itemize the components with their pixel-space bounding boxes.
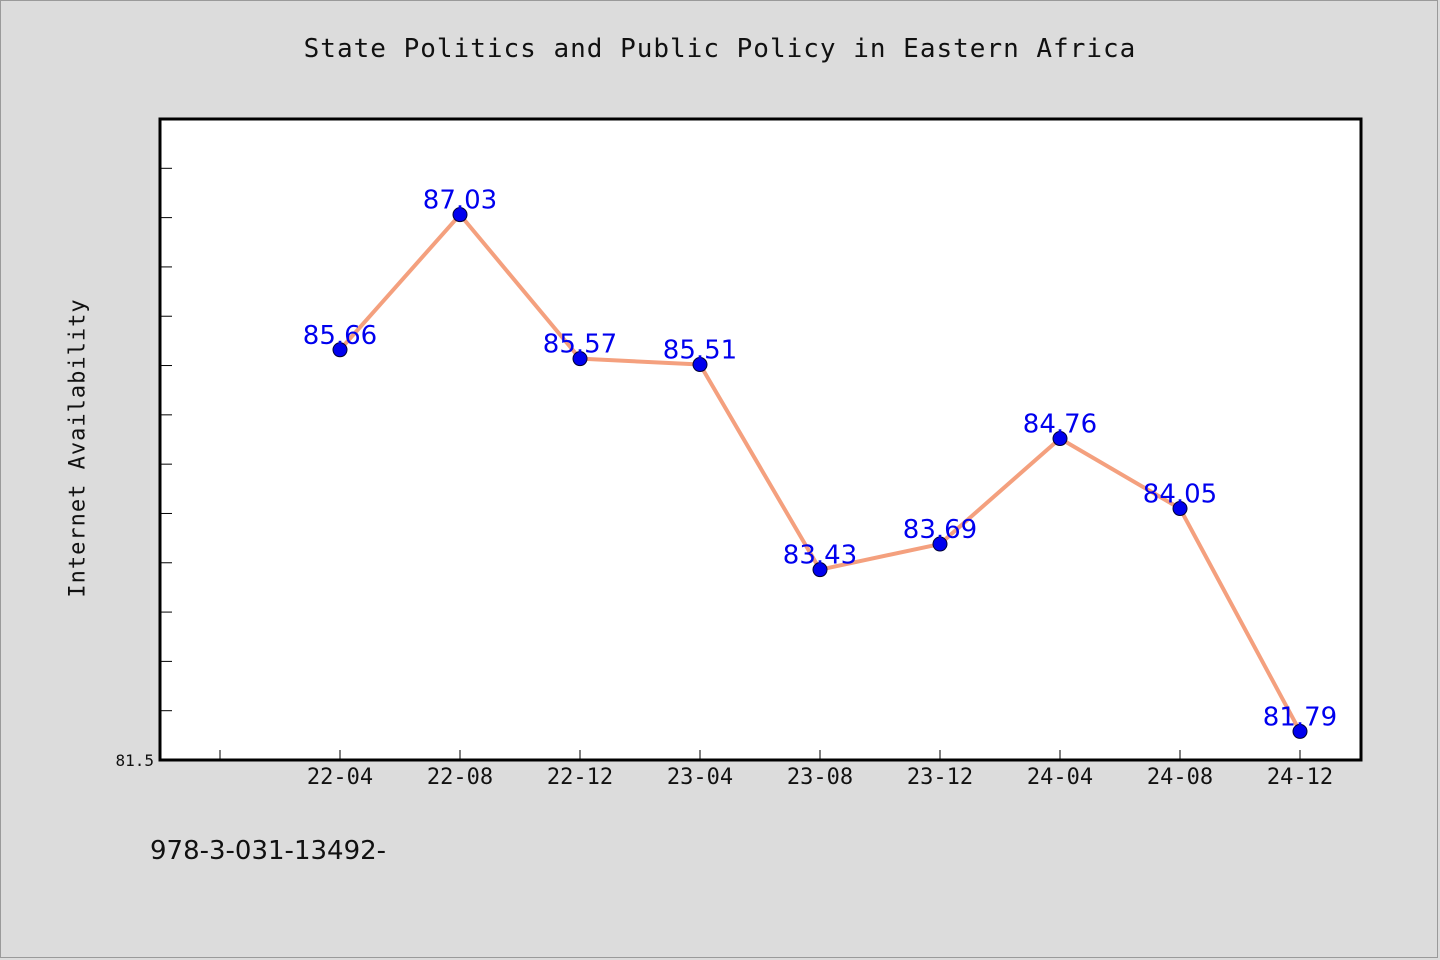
label-layer: 85.66 87.03 85.57 85.51 83.43 83.69 84.76 84.05…: [303, 186, 1337, 733]
x-tick-label: 22-04: [307, 765, 373, 790]
data-label: 87.03: [423, 186, 497, 216]
data-point: [572, 351, 588, 367]
x-tick-label: 23-08: [787, 765, 853, 790]
chart-title: State Politics and Public Policy in East…: [303, 34, 1137, 64]
x-tick-label: 23-04: [667, 765, 733, 790]
y-tick-label: 81.5: [115, 751, 154, 770]
x-tick-label: 24-04: [1027, 765, 1093, 790]
data-point: [812, 562, 828, 578]
plot-area: [158, 117, 1363, 762]
x-tick-label: 24-12: [1267, 765, 1333, 790]
data-label: 83.43: [783, 541, 857, 571]
data-point: [452, 207, 468, 223]
footer-note: 978-3-031-13492-: [150, 836, 387, 866]
x-tick-label: 23-12: [907, 765, 973, 790]
data-point: [1292, 723, 1308, 739]
data-point: [332, 342, 348, 358]
tick-layer: 81.5 22-04 22-08 22-12 23-04 23-08 23-12 24-04 2…: [115, 118, 1333, 790]
data-label: 84.76: [1023, 410, 1097, 440]
data-label: 83.69: [903, 515, 977, 545]
data-point: [692, 357, 708, 373]
x-tick-label: 22-12: [547, 765, 613, 790]
data-point: [932, 536, 948, 552]
series-layer: [332, 207, 1308, 739]
x-tick-label: 22-08: [427, 765, 493, 790]
x-tick-label: 24-08: [1147, 765, 1213, 790]
data-point: [1052, 431, 1068, 447]
data-label: 85.66: [303, 321, 377, 351]
data-label: 81.79: [1263, 702, 1337, 732]
data-point: [1172, 501, 1188, 517]
data-label: 85.51: [663, 336, 737, 366]
data-label: 84.05: [1143, 480, 1217, 510]
data-label: 85.57: [543, 330, 617, 360]
